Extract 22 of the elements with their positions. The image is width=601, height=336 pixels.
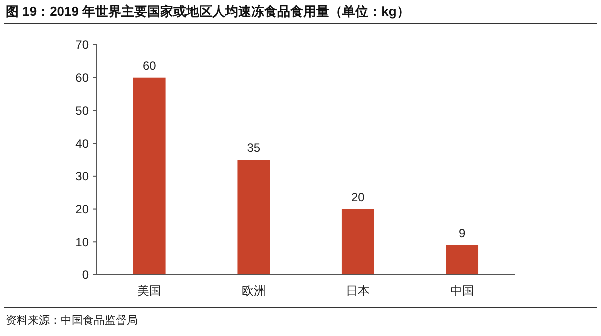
bar [342, 209, 374, 275]
text: 资料来源：中国食品监督局 [6, 314, 138, 327]
data-label: 60 [142, 58, 157, 73]
y-tick-label: 10 [76, 235, 90, 250]
y-tick-label: 70 [76, 38, 90, 52]
y-tick-label: 30 [76, 170, 90, 184]
x-tick-label: 中国 [450, 284, 474, 298]
y-tick-label: 0 [82, 268, 90, 282]
data-label: 35 [247, 141, 261, 155]
y-tick-label: 50 [76, 104, 90, 118]
data-label: 9 [459, 226, 466, 240]
chart-title: 图 19：2019 年世界主要国家或地区人均速冻食品食用量（单位：kg） [6, 4, 410, 19]
bar [133, 78, 166, 275]
x-tick-label: 欧洲 [242, 284, 266, 298]
bar [446, 245, 479, 275]
x-tick-label: 美国 [138, 284, 162, 298]
y-tick-label: 20 [76, 202, 90, 216]
data-label: 20 [351, 190, 366, 204]
x-tick-label: 日本 [346, 284, 370, 298]
y-tick-label: 40 [76, 136, 90, 151]
y-tick-label: 60 [76, 71, 90, 86]
bar [238, 160, 270, 275]
